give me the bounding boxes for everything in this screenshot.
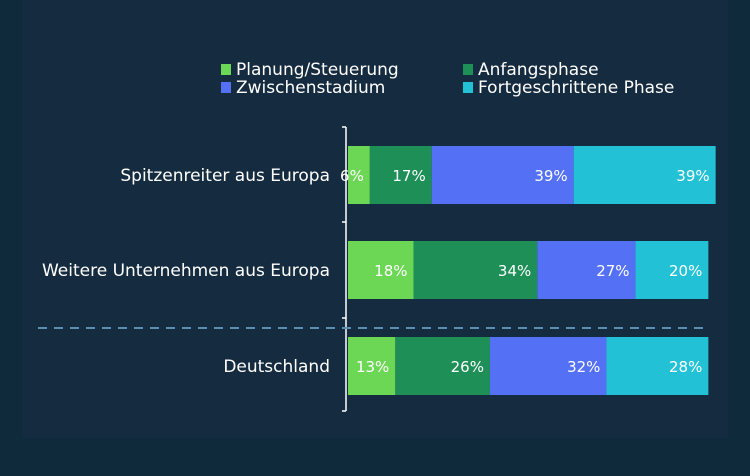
category-axis <box>38 126 706 412</box>
value-label: 34% <box>498 262 531 280</box>
category-label-1: Spitzenreiter aus Europa <box>120 166 330 186</box>
legend-label-3: Zwischenstadium <box>236 78 385 98</box>
value-label: 27% <box>596 262 629 280</box>
value-label: 13% <box>356 358 389 376</box>
category-label-2: Weitere Unternehmen aus Europa <box>42 261 330 281</box>
bar-segment <box>573 146 716 204</box>
value-label: 28% <box>669 358 702 376</box>
bar-segment <box>369 146 432 204</box>
legend-label-4: Fortgeschrittene Phase <box>478 78 674 98</box>
legend-swatch-3 <box>221 82 231 93</box>
bar-segment <box>413 241 538 299</box>
value-label: 32% <box>567 358 600 376</box>
bar-segment <box>489 337 607 395</box>
value-label: 20% <box>669 262 702 280</box>
category-label-3: Deutschland <box>223 357 330 377</box>
value-label: 18% <box>374 262 407 280</box>
bars: 6% 17% 39% 39% 18% 34% 27% 20% 13% 26% 32% 28% <box>340 146 716 395</box>
value-label: 39% <box>676 167 709 185</box>
value-label: 6% <box>340 167 364 185</box>
bar-segment <box>635 241 709 299</box>
bar-segment <box>348 337 396 395</box>
value-label: 26% <box>451 358 484 376</box>
bar-segment <box>537 241 636 299</box>
legend-swatch-2 <box>463 64 473 75</box>
legend-label-2: Anfangsphase <box>478 60 599 80</box>
legend-swatch-4 <box>463 82 473 93</box>
bar-segment <box>348 146 370 204</box>
legend: Planung/Steuerung Anfangsphase Zwischensta… <box>221 60 674 98</box>
legend-swatch-1 <box>221 64 231 75</box>
bar-segment <box>395 337 490 395</box>
bar-segment <box>348 241 414 299</box>
legend-label-1: Planung/Steuerung <box>236 60 399 80</box>
bar-segment <box>606 337 709 395</box>
bar-segment <box>431 146 574 204</box>
category-labels: Spitzenreiter aus Europa Weitere Unterneh… <box>42 166 330 377</box>
value-label: 17% <box>392 167 425 185</box>
value-label: 39% <box>534 167 567 185</box>
